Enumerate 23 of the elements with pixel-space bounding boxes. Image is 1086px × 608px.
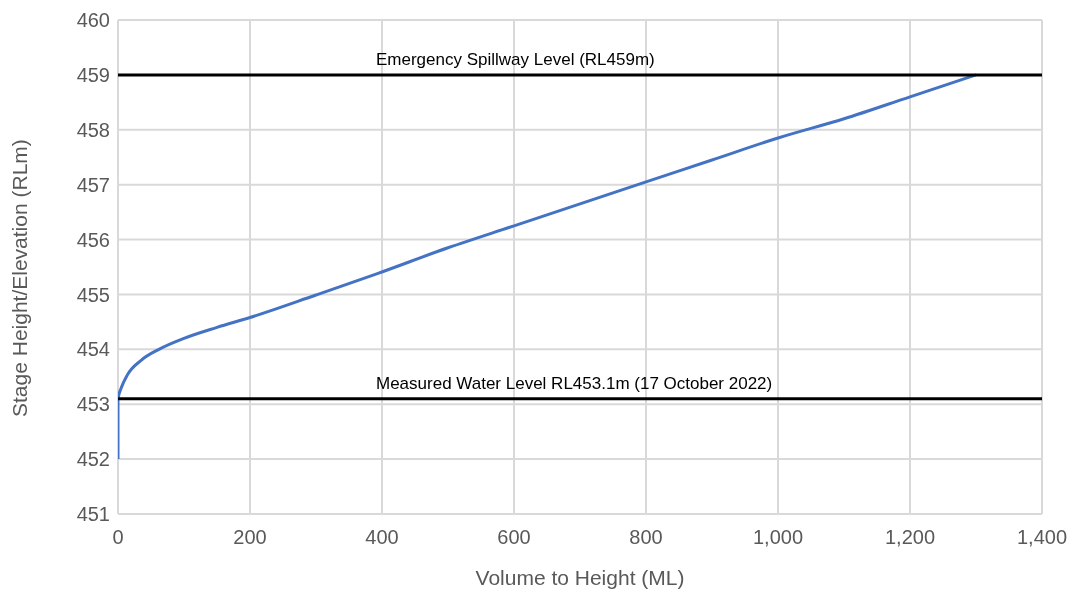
line-series	[118, 73, 978, 461]
y-tick-label: 459	[76, 63, 110, 86]
y-tick-label: 455	[76, 283, 110, 306]
x-tick-label: 1,200	[884, 526, 936, 549]
ref-line-label: Emergency Spillway Level (RL459m)	[376, 49, 655, 69]
y-tick-label: 452	[76, 448, 110, 471]
y-tick-label: 460	[76, 9, 110, 32]
y-tick-label: 451	[76, 503, 110, 526]
x-tick-label: 0	[112, 526, 124, 549]
x-tick-label: 800	[629, 526, 663, 549]
x-tick-label: 600	[497, 526, 531, 549]
x-tick-label: 1,000	[752, 526, 804, 549]
y-tick-label: 458	[76, 118, 110, 141]
y-tick-label: 456	[76, 228, 110, 251]
y-axis-title: Stage Height/Elevation (RLm)	[8, 139, 32, 417]
y-tick-label: 453	[76, 393, 110, 416]
x-tick-label: 200	[233, 526, 267, 549]
ref-line-label: Measured Water Level RL453.1m (17 October 2022)	[376, 373, 773, 393]
x-tick-label: 400	[365, 526, 399, 549]
y-tick-label: 454	[76, 338, 110, 361]
x-axis-title: Volume to Height (ML)	[475, 565, 685, 589]
y-tick-label: 457	[76, 173, 110, 196]
x-tick-label: 1,400	[1016, 526, 1068, 549]
